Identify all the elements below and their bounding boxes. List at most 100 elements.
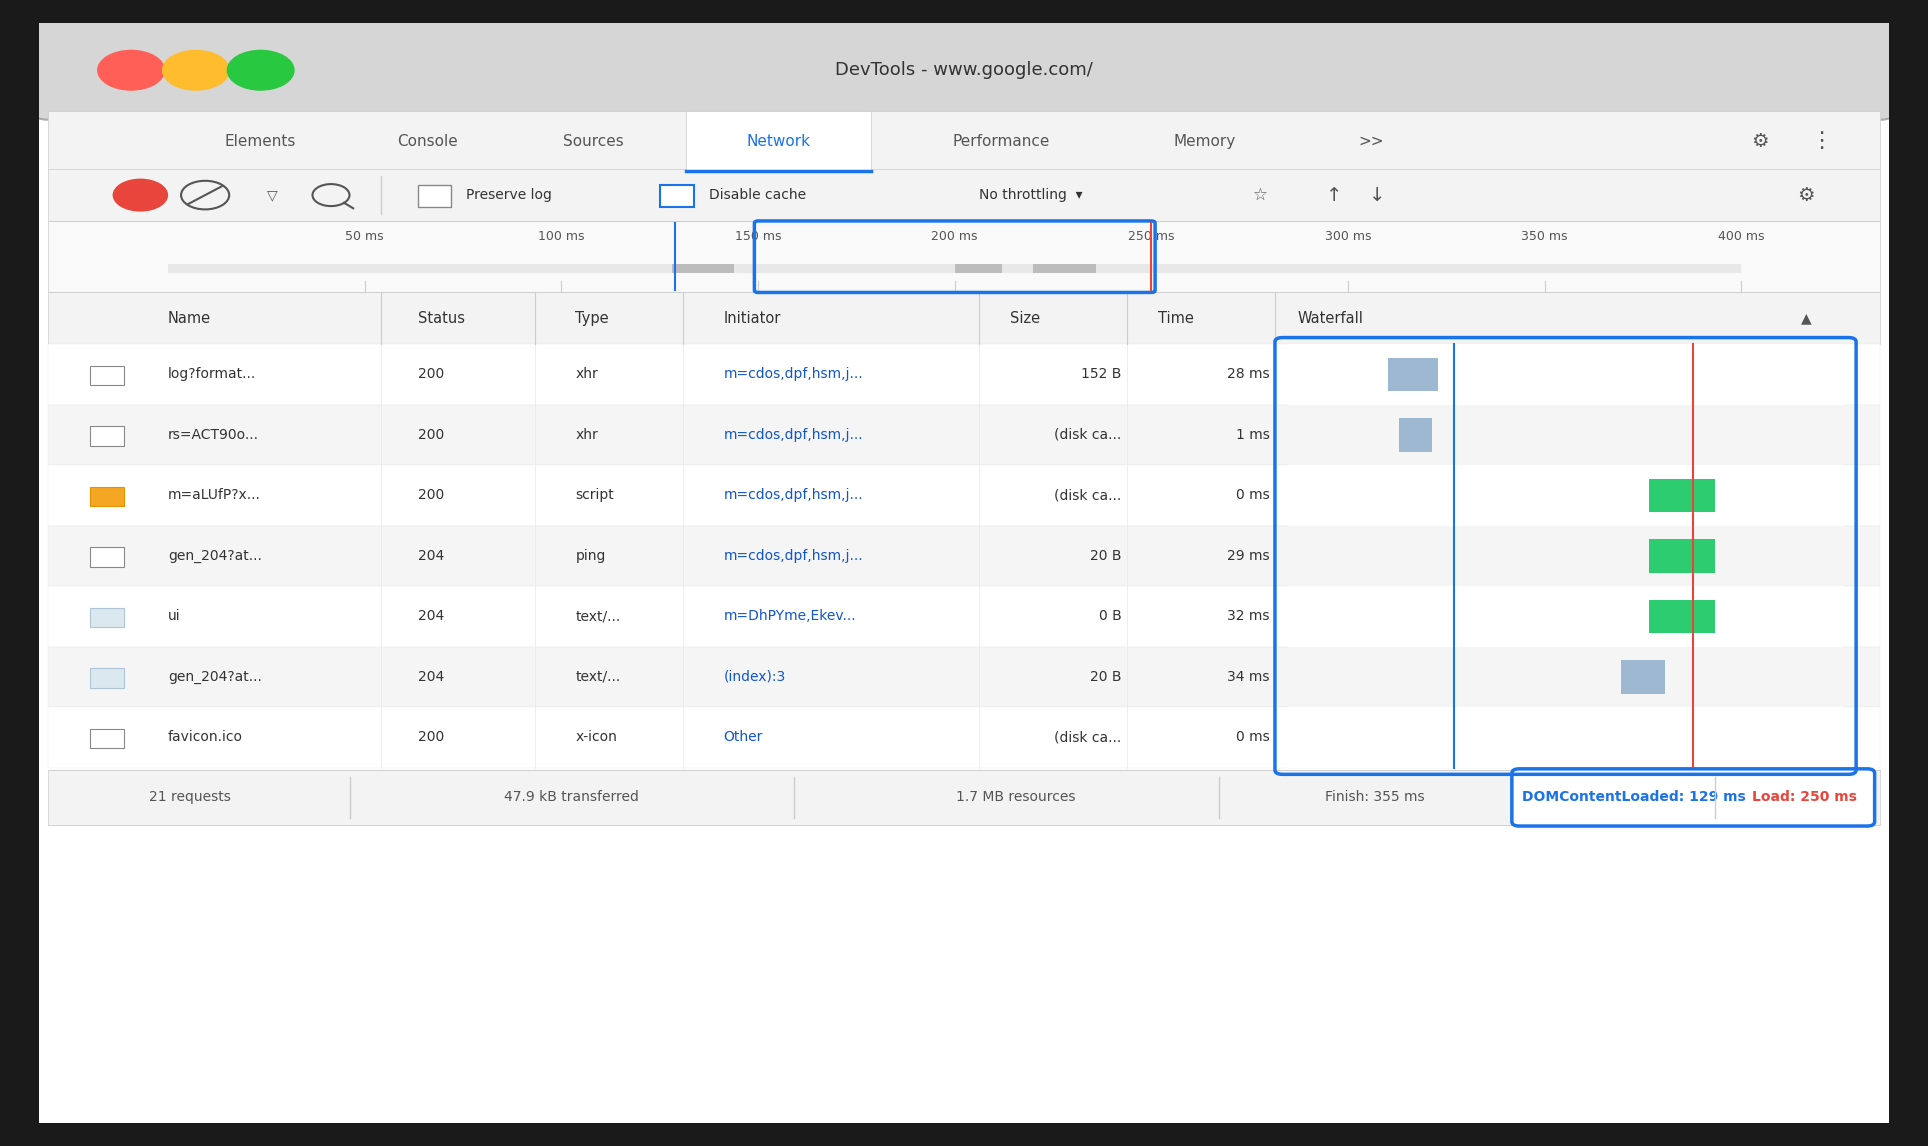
- Bar: [671, 264, 735, 273]
- Text: >>: >>: [1359, 134, 1384, 149]
- Bar: [48, 344, 1880, 405]
- Bar: [91, 668, 123, 688]
- Text: 21 requests: 21 requests: [148, 791, 231, 804]
- Bar: [48, 465, 1880, 526]
- Text: Name: Name: [168, 311, 212, 325]
- Text: (index):3: (index):3: [723, 670, 785, 684]
- Text: ⋮: ⋮: [1810, 131, 1832, 151]
- Text: ↑: ↑: [1326, 186, 1342, 205]
- Circle shape: [228, 50, 293, 91]
- Bar: [1033, 264, 1097, 273]
- Bar: [1288, 646, 1843, 707]
- Text: Finish: 355 ms: Finish: 355 ms: [1325, 791, 1425, 804]
- Bar: [1288, 344, 1843, 405]
- Bar: [91, 607, 123, 628]
- Bar: [1288, 707, 1843, 768]
- Bar: [48, 111, 1880, 172]
- Text: 20 B: 20 B: [1089, 549, 1122, 563]
- Bar: [48, 221, 1880, 292]
- Text: 200: 200: [418, 730, 443, 745]
- Bar: [48, 405, 1880, 465]
- Text: 100 ms: 100 ms: [538, 229, 584, 243]
- Text: 350 ms: 350 ms: [1521, 229, 1567, 243]
- Text: 250 ms: 250 ms: [1128, 229, 1174, 243]
- Text: 20 B: 20 B: [1089, 670, 1122, 684]
- Bar: [1388, 358, 1438, 391]
- Text: 200: 200: [418, 488, 443, 502]
- Bar: [91, 729, 123, 748]
- Text: 34 ms: 34 ms: [1226, 670, 1269, 684]
- Text: 152 B: 152 B: [1082, 368, 1122, 382]
- Text: DOMContentLoaded: 129 ms: DOMContentLoaded: 129 ms: [1521, 791, 1747, 804]
- Bar: [1288, 587, 1843, 646]
- Text: Waterfall: Waterfall: [1298, 311, 1363, 325]
- Bar: [91, 547, 123, 567]
- Text: script: script: [575, 488, 613, 502]
- Circle shape: [162, 50, 229, 91]
- Bar: [661, 186, 694, 207]
- Text: m=cdos,dpf,hsm,j...: m=cdos,dpf,hsm,j...: [723, 488, 864, 502]
- Bar: [91, 487, 123, 507]
- Text: 1 ms: 1 ms: [1236, 427, 1269, 442]
- Text: gen_204?at...: gen_204?at...: [168, 670, 262, 684]
- Text: 47.9 kB transferred: 47.9 kB transferred: [505, 791, 638, 804]
- Text: Load: 250 ms: Load: 250 ms: [1753, 791, 1857, 804]
- Text: 204: 204: [418, 670, 443, 684]
- Text: Other: Other: [723, 730, 763, 745]
- Text: Elements: Elements: [226, 134, 297, 149]
- Text: 204: 204: [418, 549, 443, 563]
- Text: (disk ca...: (disk ca...: [1055, 427, 1122, 442]
- Text: rs=ACT90o...: rs=ACT90o...: [168, 427, 258, 442]
- Text: 200: 200: [418, 368, 443, 382]
- Text: m=aLUfP?x...: m=aLUfP?x...: [168, 488, 260, 502]
- Text: Size: Size: [1010, 311, 1041, 325]
- Bar: [1400, 418, 1433, 452]
- Text: Performance: Performance: [952, 134, 1049, 149]
- Text: ⚙: ⚙: [1751, 132, 1768, 150]
- Text: 204: 204: [418, 610, 443, 623]
- Circle shape: [98, 50, 164, 91]
- Text: 1.7 MB resources: 1.7 MB resources: [956, 791, 1076, 804]
- Text: Status: Status: [418, 311, 465, 325]
- Bar: [48, 170, 1880, 221]
- Text: Preserve log: Preserve log: [467, 188, 551, 202]
- Bar: [91, 366, 123, 385]
- Text: DevTools - www.google.com/: DevTools - www.google.com/: [835, 61, 1093, 79]
- Text: gen_204?at...: gen_204?at...: [168, 549, 262, 563]
- Text: Memory: Memory: [1174, 134, 1236, 149]
- Text: favicon.ico: favicon.ico: [168, 730, 243, 745]
- Text: Network: Network: [746, 134, 812, 149]
- FancyBboxPatch shape: [33, 19, 1895, 119]
- Text: 0 ms: 0 ms: [1236, 730, 1269, 745]
- Text: 300 ms: 300 ms: [1325, 229, 1371, 243]
- Text: (disk ca...: (disk ca...: [1055, 488, 1122, 502]
- Text: Disable cache: Disable cache: [710, 188, 806, 202]
- Text: text/...: text/...: [575, 610, 621, 623]
- Text: ▲: ▲: [1801, 312, 1812, 325]
- Text: 200 ms: 200 ms: [931, 229, 977, 243]
- Bar: [48, 587, 1880, 646]
- Bar: [48, 707, 1880, 768]
- Text: x-icon: x-icon: [575, 730, 617, 745]
- Text: 29 ms: 29 ms: [1226, 549, 1269, 563]
- Text: m=cdos,dpf,hsm,j...: m=cdos,dpf,hsm,j...: [723, 368, 864, 382]
- Text: ⚙: ⚙: [1797, 186, 1814, 205]
- Bar: [91, 426, 123, 446]
- Text: m=DhPYme,Ekev...: m=DhPYme,Ekev...: [723, 610, 856, 623]
- Text: Type: Type: [575, 311, 609, 325]
- Bar: [418, 186, 451, 207]
- Bar: [48, 770, 1880, 825]
- Text: 32 ms: 32 ms: [1226, 610, 1269, 623]
- Bar: [1288, 405, 1843, 465]
- Text: log?format...: log?format...: [168, 368, 256, 382]
- Bar: [1288, 526, 1843, 587]
- Text: 200: 200: [418, 427, 443, 442]
- Text: Sources: Sources: [563, 134, 625, 149]
- Text: m=cdos,dpf,hsm,j...: m=cdos,dpf,hsm,j...: [723, 549, 864, 563]
- Bar: [48, 526, 1880, 587]
- Text: Console: Console: [397, 134, 457, 149]
- Text: ☆: ☆: [1253, 186, 1267, 204]
- Text: text/...: text/...: [575, 670, 621, 684]
- Text: 400 ms: 400 ms: [1718, 229, 1764, 243]
- Text: xhr: xhr: [575, 427, 598, 442]
